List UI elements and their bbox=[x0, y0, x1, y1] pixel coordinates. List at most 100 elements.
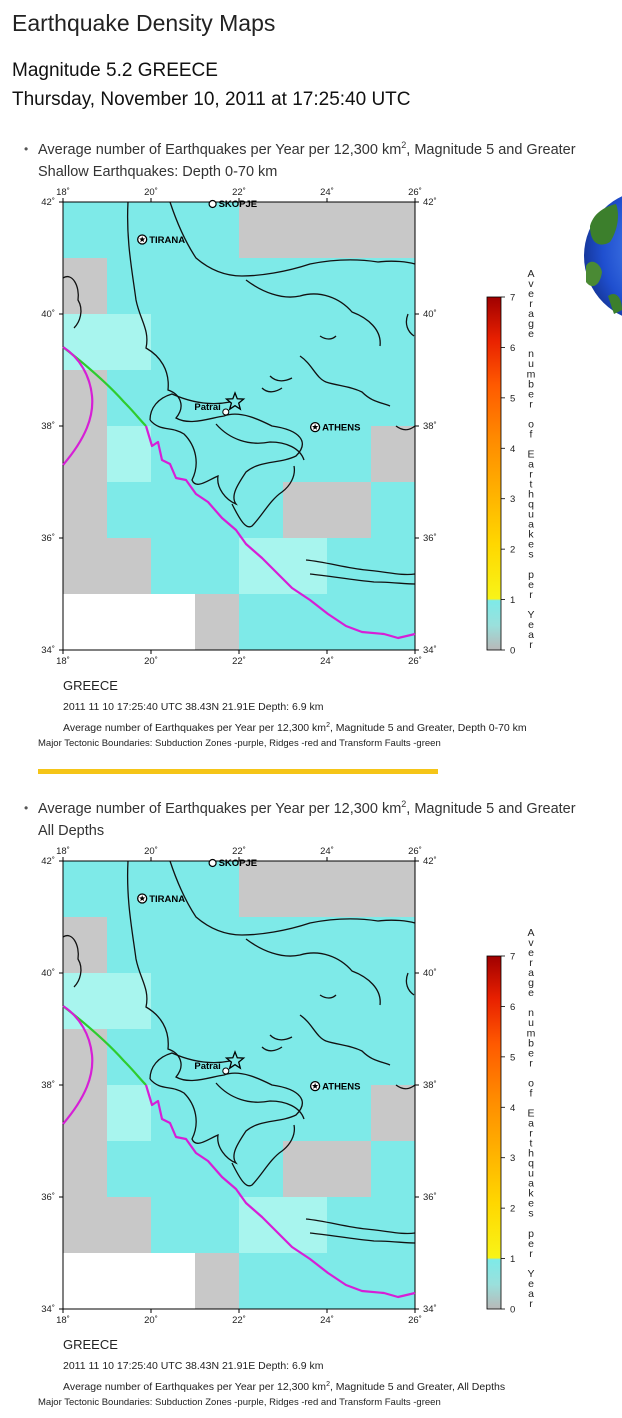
colorbar-title-letter: p bbox=[528, 569, 534, 581]
density-cell bbox=[195, 973, 240, 1030]
lon-tick-label: 22˚ bbox=[232, 187, 246, 198]
density-cell bbox=[151, 482, 196, 539]
density-cell bbox=[195, 314, 240, 371]
colorbar-title-letter: q bbox=[528, 1158, 534, 1170]
density-cell bbox=[371, 426, 416, 483]
city-label: TIRANA bbox=[149, 235, 185, 246]
density-cell bbox=[239, 1253, 284, 1310]
density-cell bbox=[327, 482, 372, 539]
colorbar-tick-label: 3 bbox=[510, 1153, 515, 1164]
lat-tick-label: 38˚ bbox=[41, 1080, 55, 1091]
colorbar-title-letter: r bbox=[529, 589, 533, 601]
colorbar-title-letter: e bbox=[528, 1238, 534, 1250]
colorbar-tick-label: 6 bbox=[510, 1002, 515, 1013]
lon-tick-label: 24˚ bbox=[320, 656, 334, 667]
density-cell bbox=[327, 370, 372, 427]
density-cell bbox=[107, 426, 152, 483]
colorbar-title-letter: r bbox=[529, 957, 533, 969]
lon-tick-label: 26˚ bbox=[408, 187, 422, 198]
density-cell bbox=[327, 594, 372, 651]
density-cell bbox=[151, 258, 196, 315]
colorbar-title-letter: v bbox=[528, 937, 534, 949]
colorbar-title-letter: r bbox=[529, 639, 533, 651]
density-cell bbox=[151, 314, 196, 371]
city-marker: ATHENS bbox=[309, 1080, 360, 1093]
density-cell bbox=[63, 1253, 108, 1310]
density-cell bbox=[239, 370, 284, 427]
density-cell bbox=[107, 1197, 152, 1254]
tectonic-boundaries-note: Major Tectonic Boundaries: Subduction Zo… bbox=[38, 738, 441, 749]
globe-thumbnail[interactable] bbox=[580, 186, 622, 322]
density-cell bbox=[327, 861, 372, 918]
density-cell bbox=[371, 202, 416, 259]
density-cell bbox=[63, 538, 108, 595]
subduction-zone-hellenic bbox=[144, 1084, 416, 1299]
density-cell bbox=[327, 258, 372, 315]
colorbar-title-letter: e bbox=[528, 619, 534, 631]
density-cell bbox=[283, 917, 328, 974]
axis-ticks bbox=[59, 857, 419, 1313]
colorbar-title-letter: a bbox=[528, 1288, 534, 1300]
density-cell bbox=[327, 1253, 372, 1310]
colorbar-title-letter: u bbox=[528, 358, 534, 370]
density-cell bbox=[107, 594, 152, 651]
lon-tick-label: 18˚ bbox=[56, 1315, 70, 1326]
density-cell bbox=[239, 917, 284, 974]
colorbar-title-letter: p bbox=[528, 1228, 534, 1240]
lon-tick-label: 18˚ bbox=[56, 656, 70, 667]
colorbar-title-letter: h bbox=[528, 1148, 534, 1160]
density-cell bbox=[195, 1197, 240, 1254]
density-cell bbox=[371, 258, 416, 315]
city-label: Patrai bbox=[194, 1061, 220, 1072]
lat-tick-label: 38˚ bbox=[423, 1080, 437, 1091]
transform-fault-line bbox=[62, 1005, 147, 1086]
colorbar-title-letter: a bbox=[528, 459, 534, 471]
colorbar-title-letter: g bbox=[528, 977, 534, 989]
map-event-info: 2011 11 10 17:25:40 UTC 38.43N 21.91E De… bbox=[63, 1360, 324, 1372]
density-cell bbox=[195, 482, 240, 539]
lon-tick-label: 24˚ bbox=[320, 846, 334, 857]
density-cell bbox=[283, 594, 328, 651]
density-cell bbox=[371, 1141, 416, 1198]
lat-tick-label: 34˚ bbox=[41, 1304, 55, 1315]
colorbar-title-letter: u bbox=[528, 1017, 534, 1029]
bullet-icon: • bbox=[24, 142, 29, 156]
colorbar-tick-label: 0 bbox=[510, 1305, 515, 1316]
colorbar-title-letter: Y bbox=[527, 1268, 534, 1280]
colorbar-title-letter: r bbox=[529, 1298, 533, 1310]
density-cell bbox=[107, 973, 152, 1030]
colorbar-title-letter: b bbox=[528, 1037, 534, 1049]
density-cell bbox=[371, 482, 416, 539]
colorbar-title-letter: a bbox=[528, 1118, 534, 1130]
colorbar-title-letter: e bbox=[528, 1047, 534, 1059]
colorbar-title-letter: e bbox=[528, 288, 534, 300]
density-cell bbox=[239, 594, 284, 651]
lat-tick-label: 36˚ bbox=[41, 533, 55, 544]
density-cell bbox=[371, 1085, 416, 1142]
city-marker: TIRANA bbox=[137, 893, 185, 905]
colorbar-title-letter: e bbox=[528, 1278, 534, 1290]
page-title: Earthquake Density Maps bbox=[12, 10, 276, 36]
density-cell bbox=[195, 1141, 240, 1198]
density-cell bbox=[151, 538, 196, 595]
density-cell bbox=[283, 1253, 328, 1310]
density-cell bbox=[327, 973, 372, 1030]
colorbar-title-letter: n bbox=[528, 1007, 534, 1019]
lon-tick-label: 24˚ bbox=[320, 187, 334, 198]
density-cell bbox=[195, 426, 240, 483]
density-cell bbox=[239, 973, 284, 1030]
lat-tick-label: 34˚ bbox=[423, 1304, 437, 1315]
density-cell bbox=[283, 861, 328, 918]
colorbar-tick-label: 7 bbox=[510, 952, 515, 963]
lon-tick-label: 24˚ bbox=[320, 1315, 334, 1326]
density-cell bbox=[239, 1085, 284, 1142]
density-cell bbox=[239, 258, 284, 315]
colorbar-title-letter: o bbox=[528, 418, 534, 430]
density-cell bbox=[371, 314, 416, 371]
density-cell bbox=[107, 917, 152, 974]
colorbar-title-letter: s bbox=[528, 1208, 533, 1220]
colorbar-title-letter: m bbox=[527, 368, 536, 380]
density-cell bbox=[151, 1029, 196, 1086]
lat-tick-label: 40˚ bbox=[423, 309, 437, 320]
lat-tick-label: 38˚ bbox=[423, 421, 437, 432]
